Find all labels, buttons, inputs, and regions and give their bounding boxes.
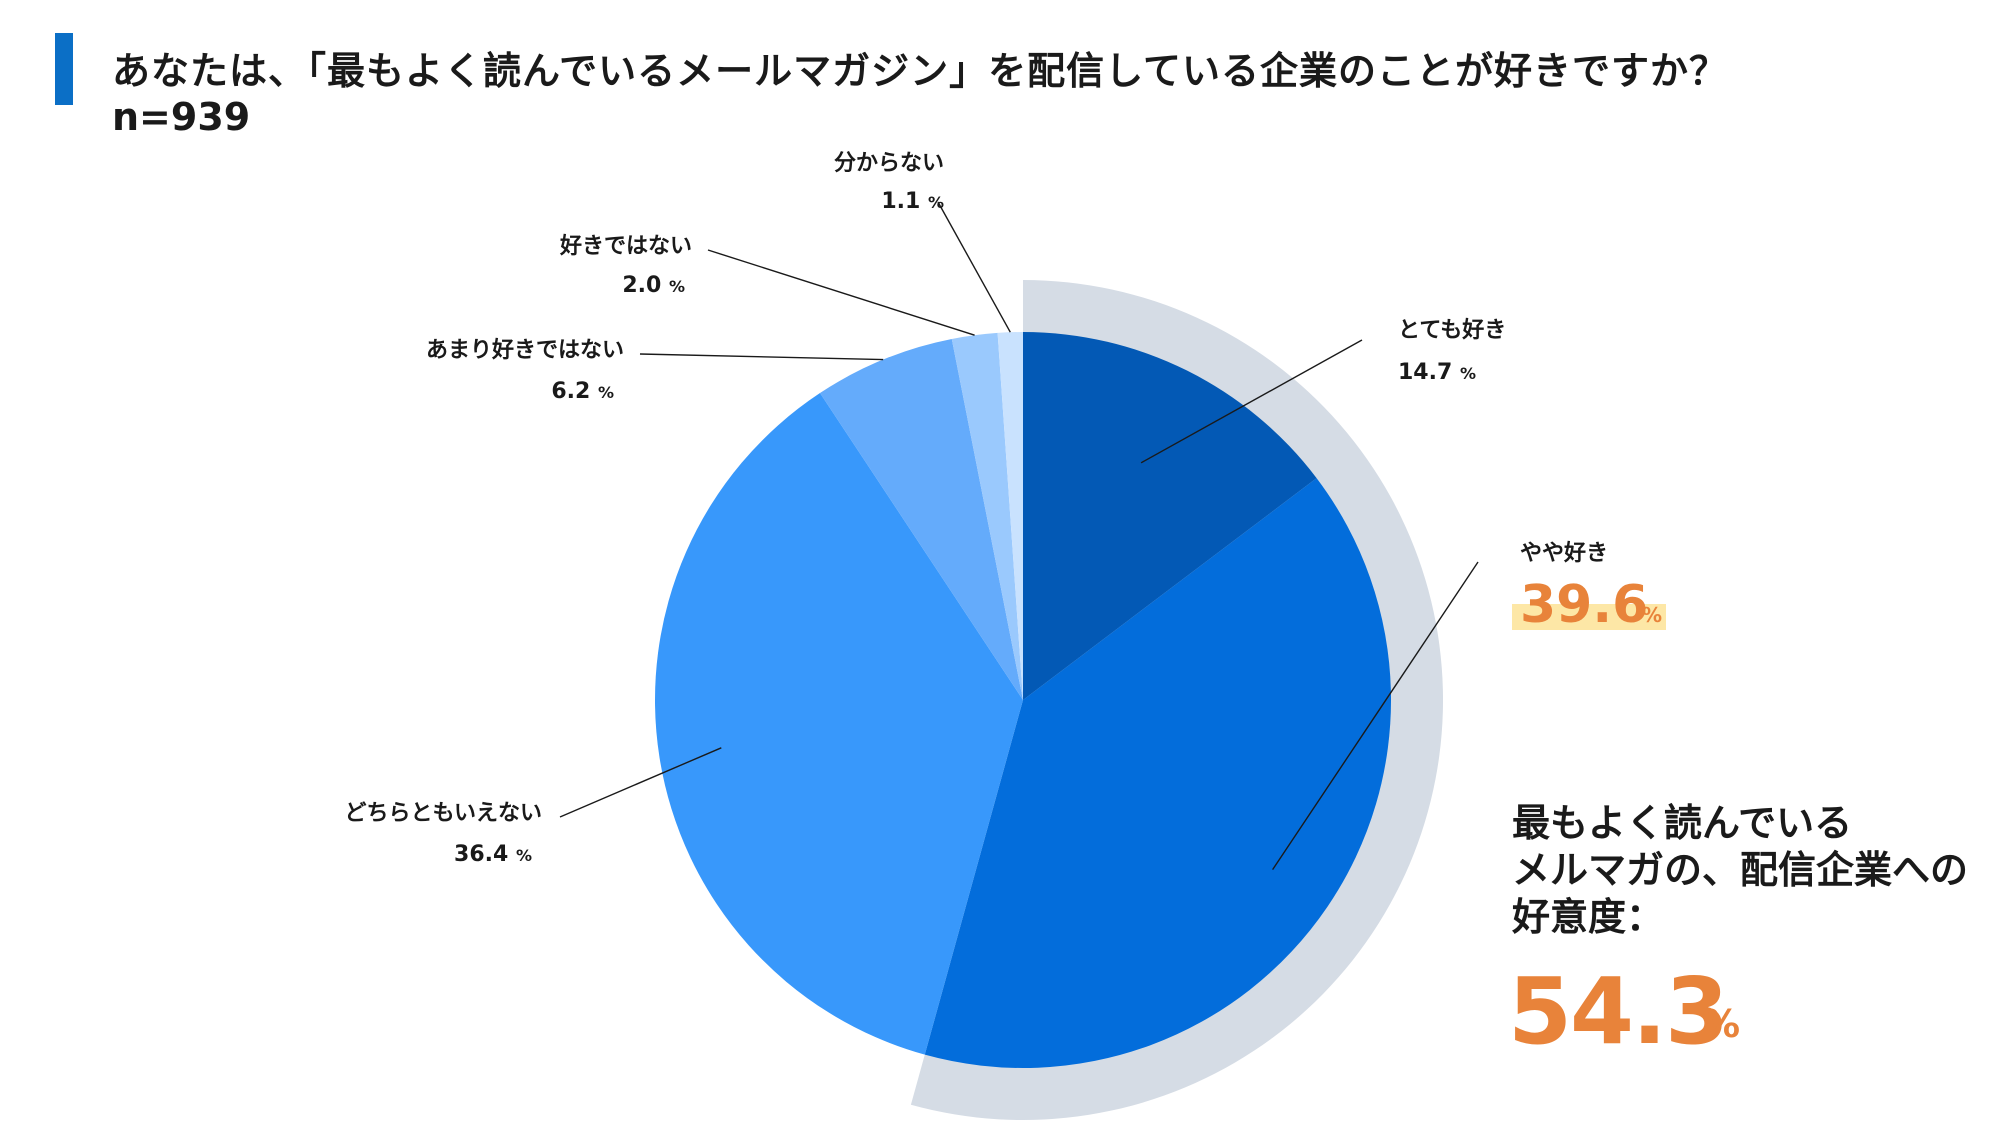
leader-line: [1140, 339, 1363, 464]
summary-value: 54.3: [1508, 958, 1729, 1065]
slice-label: やや好き: [1520, 540, 1608, 566]
slice-label: とても好き: [1398, 317, 1506, 343]
leader-line: [1272, 561, 1479, 870]
pie-slice: [1023, 332, 1317, 700]
slice-unit: %: [1642, 603, 1662, 627]
slice-label: 好きではない: [559, 233, 692, 259]
summary-text: 最もよく読んでいる メルマガの、配信企業への 好意度：: [1512, 800, 1968, 941]
slice-value: 1.1 %: [881, 189, 944, 214]
pie-slice: [924, 478, 1392, 1069]
slice-label: どちらともいえない: [344, 801, 542, 826]
pie-slice: [997, 332, 1023, 700]
pie-slice: [819, 338, 1023, 700]
pie-slice: [654, 393, 1023, 1055]
summary-line-1: 最もよく読んでいる: [1512, 801, 1853, 845]
slice-label: 分からない: [834, 151, 944, 176]
slice-value: 2.0 %: [622, 273, 685, 298]
value-highlight: [1512, 604, 1666, 630]
leader-line: [707, 249, 975, 336]
slice-value: 14.7 %: [1398, 360, 1476, 385]
title-accent-bar: [55, 33, 73, 105]
pie-slice: [951, 332, 1023, 700]
leader-line: [639, 353, 884, 361]
leader-line: [937, 201, 1011, 333]
summary-line-3: 好意度：: [1512, 895, 1665, 939]
leader-line: [559, 747, 722, 818]
summary-line-2: メルマガの、配信企業への: [1512, 848, 1969, 892]
slice-value: 39.6: [1520, 575, 1648, 635]
summary-unit: %: [1702, 1002, 1741, 1046]
sample-size: n=939: [112, 95, 251, 139]
chart-title: あなたは、「最もよく読んでいるメールマガジン」を配信している企業のことが好きです…: [112, 49, 1728, 93]
slice-value: 6.2 %: [551, 379, 614, 404]
slice-value: 36.4 %: [454, 842, 532, 867]
slice-label: あまり好きではない: [426, 337, 624, 363]
